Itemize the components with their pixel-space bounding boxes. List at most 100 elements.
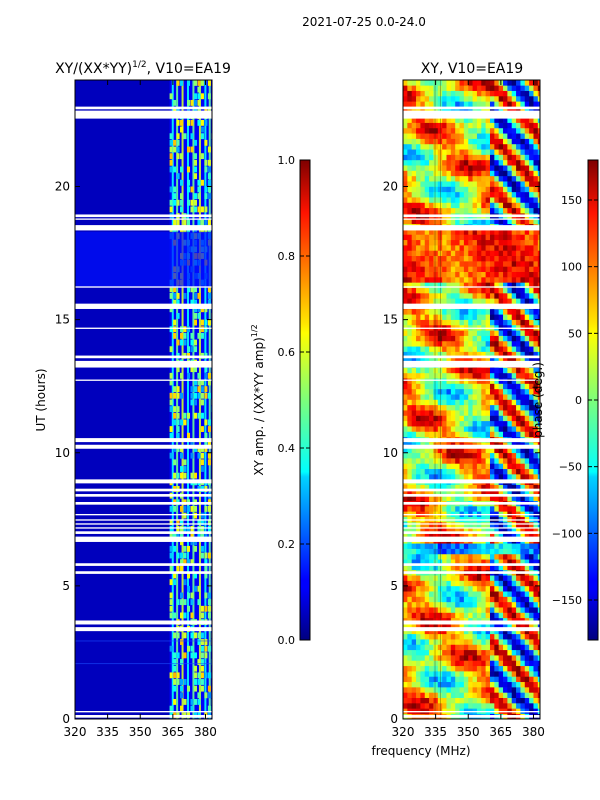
phase-cell bbox=[485, 612, 491, 619]
phase-cell bbox=[463, 282, 469, 288]
phase-cell bbox=[446, 463, 452, 470]
phase-cell bbox=[446, 293, 452, 299]
phase-cell bbox=[463, 495, 469, 501]
phase-cell bbox=[450, 458, 456, 464]
phase-panel-title: XY, V10=EA19 bbox=[421, 61, 523, 77]
phase-cell bbox=[511, 346, 517, 352]
phase-cell bbox=[459, 458, 465, 464]
phase-cell bbox=[437, 431, 443, 438]
phase-cell bbox=[442, 463, 447, 470]
phase-cell bbox=[455, 399, 460, 406]
phase-cell bbox=[472, 601, 478, 608]
amplitude-cell bbox=[200, 319, 204, 326]
amplitude-cell bbox=[173, 699, 177, 705]
phase-cell bbox=[403, 80, 408, 86]
phase-cell bbox=[455, 490, 460, 496]
phase-cell bbox=[420, 165, 426, 171]
phase-cell bbox=[424, 271, 430, 278]
phase-cell bbox=[516, 591, 521, 597]
phase-cell bbox=[416, 596, 421, 603]
phase-cell bbox=[424, 607, 430, 613]
phase-cell bbox=[489, 287, 495, 294]
phase-cell bbox=[450, 154, 456, 161]
phase-cell bbox=[537, 426, 540, 432]
phase-cell bbox=[524, 106, 530, 113]
amplitude-cell bbox=[186, 605, 191, 612]
phase-cell bbox=[420, 378, 426, 384]
phase-cell bbox=[520, 117, 526, 123]
phase-cell bbox=[503, 308, 508, 315]
phase-cell bbox=[403, 197, 408, 203]
phase-cell bbox=[503, 351, 508, 358]
phase-cell bbox=[450, 665, 456, 672]
phase-cell bbox=[520, 346, 526, 352]
phase-cell bbox=[537, 697, 540, 704]
phase-cell bbox=[524, 378, 530, 384]
phase-cell bbox=[489, 564, 495, 571]
phase-cell bbox=[455, 468, 460, 475]
phase-cell bbox=[503, 468, 508, 475]
phase-cell bbox=[411, 665, 417, 672]
phase-cell bbox=[498, 601, 504, 608]
phase-cell bbox=[429, 293, 434, 299]
phase-cell bbox=[481, 298, 486, 304]
amplitude-cell bbox=[186, 585, 191, 592]
phase-cell bbox=[481, 660, 486, 667]
amplitude-cell bbox=[180, 659, 184, 665]
phase-colorbar-tick-label: −100 bbox=[552, 527, 582, 540]
amplitude-cell bbox=[193, 286, 197, 293]
phase-cell bbox=[411, 383, 417, 390]
phase-cell bbox=[468, 293, 473, 299]
phase-cell bbox=[455, 431, 460, 438]
phase-cell bbox=[463, 559, 469, 565]
phase-cell bbox=[450, 388, 456, 395]
phase-cell bbox=[537, 346, 540, 352]
phase-cell bbox=[524, 506, 530, 512]
amplitude-cell bbox=[176, 446, 180, 452]
phase-cell bbox=[503, 697, 508, 704]
phase-cell bbox=[533, 346, 539, 352]
phase-cell bbox=[455, 239, 460, 246]
phase-cell bbox=[420, 410, 426, 416]
phase-cell bbox=[516, 548, 521, 555]
phase-cell bbox=[520, 458, 526, 464]
phase-cell bbox=[481, 293, 486, 299]
phase-cell bbox=[498, 458, 504, 464]
phase-cell bbox=[433, 239, 439, 246]
phase-cell bbox=[503, 671, 508, 677]
amplitude-cell bbox=[183, 599, 187, 606]
phase-cell bbox=[498, 319, 504, 326]
phase-cell bbox=[494, 463, 499, 470]
phase-cell bbox=[529, 575, 534, 581]
phase-cell bbox=[450, 607, 456, 613]
phase-cell bbox=[511, 474, 517, 480]
phase-cell bbox=[476, 559, 482, 565]
phase-cell bbox=[489, 553, 495, 560]
phase-cell bbox=[411, 117, 417, 123]
phase-cell bbox=[529, 564, 534, 571]
phase-cell bbox=[537, 548, 540, 555]
phase-cell bbox=[437, 474, 443, 480]
phase-cell bbox=[529, 644, 534, 651]
phase-cell bbox=[529, 559, 534, 565]
phase-cell bbox=[472, 591, 478, 597]
phase-colorbar-tick-label: −50 bbox=[559, 461, 582, 474]
phase-cell bbox=[511, 154, 517, 161]
amplitude-cell bbox=[197, 639, 201, 645]
phase-cell bbox=[424, 218, 430, 225]
amplitude-cell bbox=[200, 685, 204, 692]
phase-cell bbox=[420, 95, 426, 102]
phase-cell bbox=[424, 133, 430, 139]
phase-cell bbox=[468, 394, 473, 400]
phase-cell bbox=[524, 484, 530, 491]
phase-cell bbox=[429, 628, 434, 635]
phase-cell bbox=[442, 628, 447, 635]
phase-cell bbox=[489, 277, 495, 283]
phase-cell bbox=[403, 639, 408, 645]
phase-cell bbox=[524, 159, 530, 166]
phase-cell bbox=[537, 474, 540, 480]
phase-cell bbox=[507, 266, 513, 272]
phase-cell bbox=[472, 490, 478, 496]
phase-cell bbox=[437, 660, 443, 667]
phase-cell bbox=[416, 186, 421, 193]
